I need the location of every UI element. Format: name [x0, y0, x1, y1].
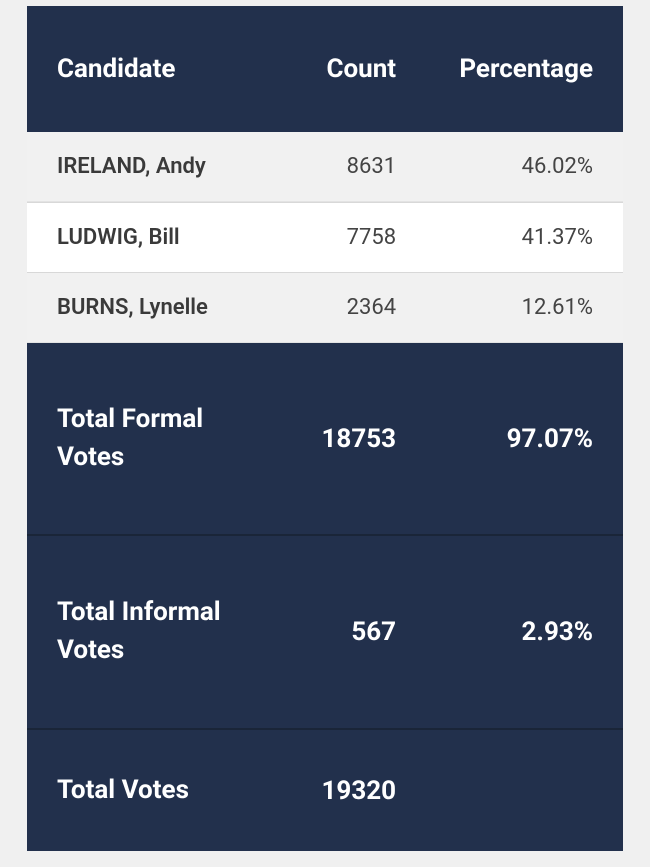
- summary-label: Total Votes: [57, 772, 249, 810]
- summary-count: 19320: [249, 776, 416, 806]
- candidate-percentage: 41.37%: [416, 225, 593, 250]
- candidate-percentage: 12.61%: [416, 295, 593, 320]
- header-percentage: Percentage: [416, 54, 593, 84]
- table-row: BURNS, Lynelle 2364 12.61%: [27, 273, 623, 343]
- header-candidate: Candidate: [57, 54, 249, 84]
- candidate-name: BURNS, Lynelle: [57, 295, 249, 320]
- candidate-name: LUDWIG, Bill: [57, 225, 249, 250]
- summary-row-informal: Total Informal Votes 567 2.93%: [27, 536, 623, 729]
- table-row: IRELAND, Andy 8631 46.02%: [27, 132, 623, 202]
- candidate-count: 7758: [249, 225, 416, 250]
- summary-row-formal: Total Formal Votes 18753 97.07%: [27, 343, 623, 536]
- summary-percentage: 2.93%: [416, 617, 593, 647]
- candidate-count: 2364: [249, 295, 416, 320]
- summary-row-total: Total Votes 19320: [27, 730, 623, 852]
- summary-percentage: 97.07%: [416, 424, 593, 454]
- summary-count: 567: [249, 617, 416, 647]
- table-header-row: Candidate Count Percentage: [27, 6, 623, 132]
- election-results-table: Candidate Count Percentage IRELAND, Andy…: [27, 6, 623, 851]
- header-count: Count: [249, 54, 416, 84]
- summary-label: Total Informal Votes: [57, 594, 249, 669]
- candidate-count: 8631: [249, 154, 416, 179]
- candidate-percentage: 46.02%: [416, 154, 593, 179]
- table-row: LUDWIG, Bill 7758 41.37%: [27, 202, 623, 273]
- candidate-name: IRELAND, Andy: [57, 154, 249, 179]
- summary-count: 18753: [249, 424, 416, 454]
- summary-label: Total Formal Votes: [57, 401, 249, 476]
